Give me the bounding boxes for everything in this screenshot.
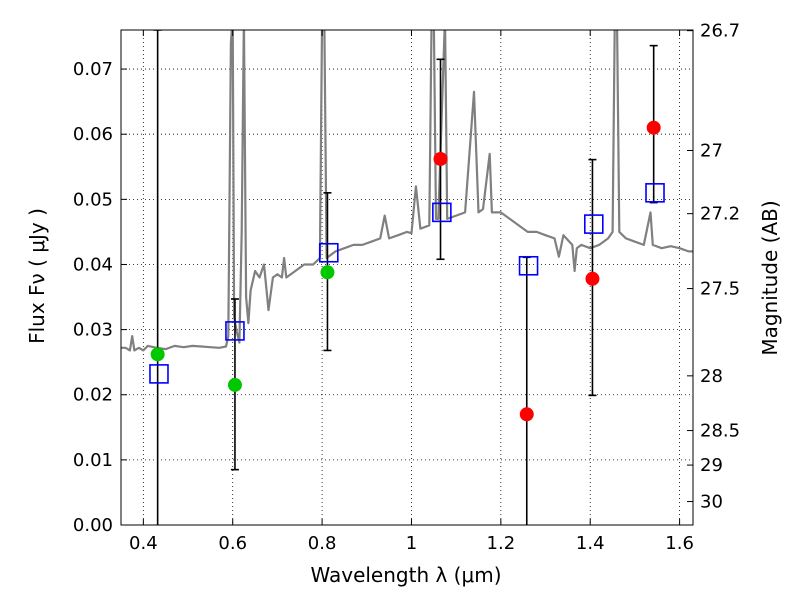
x-axis-label: Wavelength λ (μm) — [310, 563, 501, 587]
y-axis-label: Flux Fν ( μJy ) — [25, 208, 49, 344]
y-tick-label: 0.07 — [73, 59, 113, 80]
plot-content — [121, 30, 693, 525]
model-flux-square — [645, 183, 665, 203]
x-tick-label: 0.6 — [218, 533, 247, 554]
x-tick-label: 1.4 — [576, 533, 605, 554]
x-tick-label: 1.6 — [665, 533, 694, 554]
measured-flux-point-red — [646, 120, 661, 135]
right-tick-label: 28 — [700, 366, 723, 387]
grid-lines — [121, 30, 693, 526]
right-tick-label: 27.2 — [700, 204, 740, 225]
measured-flux-point-red — [585, 271, 600, 286]
right-tick-label: 27.5 — [700, 279, 740, 300]
right-tick-label: 30 — [700, 492, 723, 513]
measured-flux-point-red — [433, 151, 448, 166]
model-flux-square — [318, 242, 339, 263]
model-flux-square — [583, 214, 604, 234]
model-spectrum-line — [121, 30, 693, 352]
y-tick-label: 0.06 — [73, 124, 113, 145]
y-tick-label: 0.02 — [73, 385, 113, 406]
axis-ticks: 0.4 0.6 0.8 1 1.2 1.4 1.6 0.00 0.01 0.02 0.03 0.04 0… — [73, 21, 740, 554]
right-tick-label: 29 — [700, 455, 723, 476]
measured-flux-point-red — [519, 407, 534, 422]
y-tick-label: 0.04 — [73, 254, 113, 275]
measured-flux-point-green — [227, 377, 242, 392]
x-tick-label: 0.8 — [308, 533, 337, 554]
right-tick-label: 26.7 — [700, 21, 740, 42]
model-flux-square — [432, 202, 452, 223]
y-tick-label: 0.01 — [73, 450, 113, 471]
model-flux-square — [225, 321, 245, 341]
y-tick-label: 0.00 — [73, 515, 113, 536]
y-tick-label: 0.03 — [73, 320, 113, 341]
model-flux-square — [149, 364, 169, 384]
x-tick-label: 1 — [406, 533, 417, 554]
model-flux-square — [518, 255, 539, 276]
right-tick-label: 28.5 — [700, 421, 740, 442]
x-tick-label: 0.4 — [129, 533, 158, 554]
plot-frame — [120, 29, 694, 526]
measured-flux-point-green — [320, 265, 335, 280]
measured-flux-point-green — [150, 347, 165, 362]
y-tick-label: 0.05 — [73, 189, 113, 210]
right-tick-label: 27 — [700, 140, 723, 161]
y-axis-right-label: Magnitude (AB) — [758, 200, 782, 355]
x-tick-label: 1.2 — [487, 533, 516, 554]
